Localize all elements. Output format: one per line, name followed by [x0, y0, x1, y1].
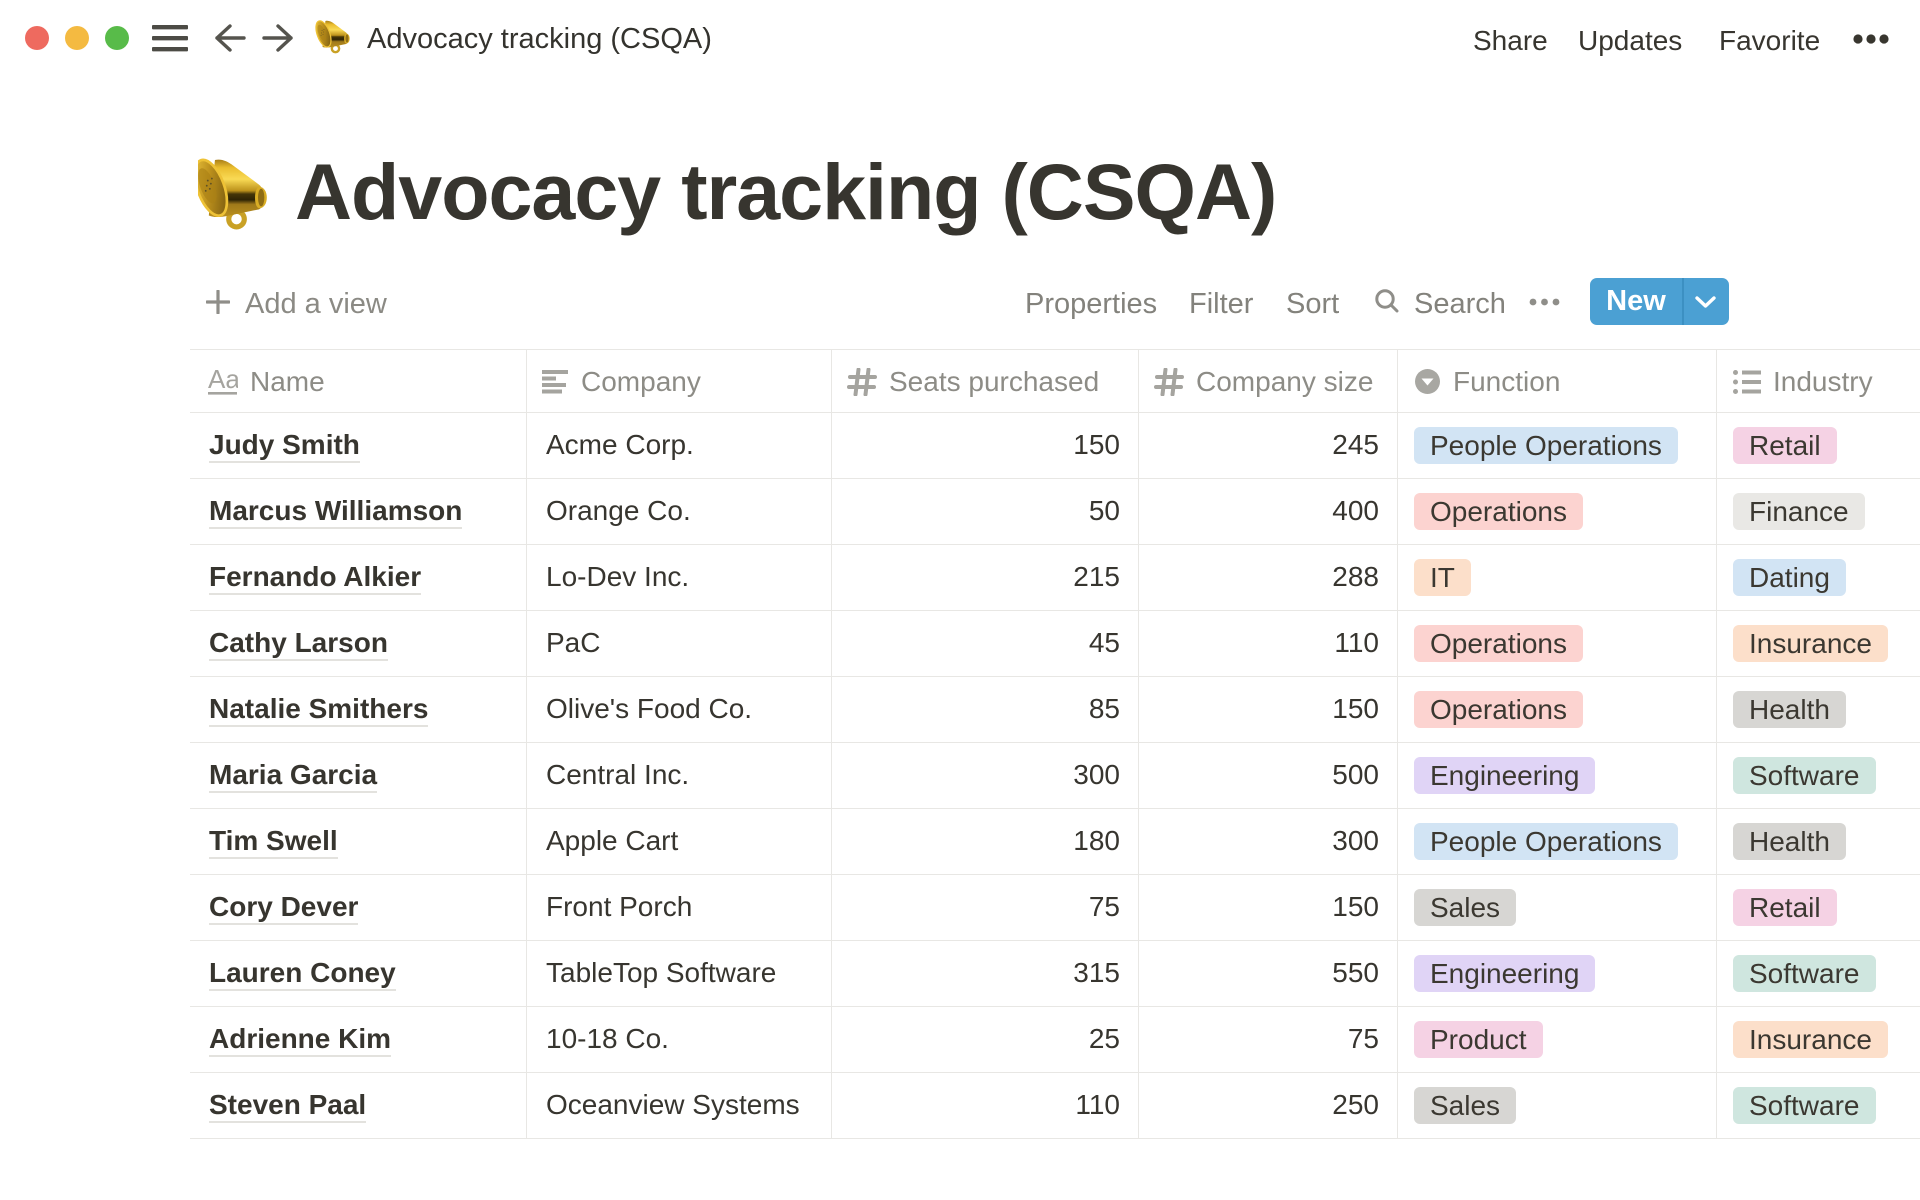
svg-text:Aa: Aa — [208, 367, 238, 394]
